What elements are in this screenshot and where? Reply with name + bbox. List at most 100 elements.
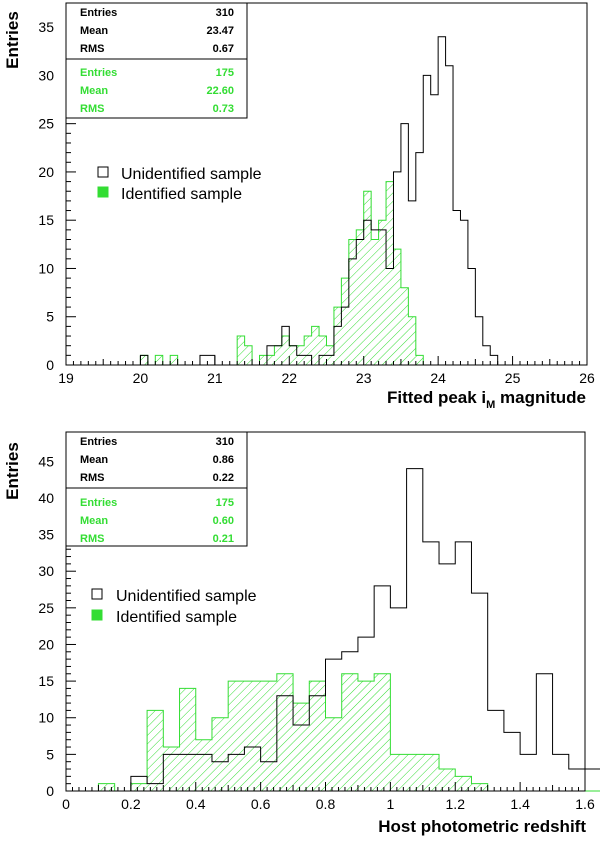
histogram-bin [504,732,520,791]
histogram-bin [393,172,400,365]
x-tick-label: 1.6 [575,796,595,812]
histogram-bin [297,355,304,365]
redshift-histogram-panel: 0 0.2 0.4 0.6 0.8 1 1.2 1.4 1.6 0 5 10 15 20 25 30 35 40 4… [3,431,600,836]
y-tick-label: 5 [46,746,54,762]
histogram-bin [569,769,585,791]
x-tick-label: 21 [207,370,223,386]
stats-rms-label: RMS [80,533,104,545]
histogram-bin [333,307,342,365]
legend-marker-unidentified [91,588,103,600]
x-tick-label: 0.4 [186,796,206,812]
x-tick-label: 24 [430,370,446,386]
histogram-bin [140,355,147,365]
y-tick-label: 15 [38,673,54,689]
histogram-bin [341,307,348,365]
histogram-bin [386,181,394,365]
legend-marker-identified [97,186,109,198]
histogram-bin [259,355,267,365]
stats-entries-value: 310 [216,436,234,448]
histogram-bin [374,586,390,791]
histogram-bin [319,355,326,365]
stats-entries-value: 310 [216,7,234,19]
histogram-bin [140,355,148,365]
histogram-bin [309,681,326,791]
legend-label-identified: Identified sample [121,186,242,203]
histogram-bin [261,762,277,791]
stats-rms-value: 0.67 [213,43,234,55]
histogram-bin [455,542,471,791]
y-tick-label: 30 [38,563,54,579]
histogram-bin [277,696,293,791]
histogram-bin [400,287,409,365]
histogram-bin [282,326,289,365]
histogram-bin [431,95,438,365]
legend: Unidentified sample Identified sample [91,588,257,626]
histogram-bin [342,652,358,791]
stats-mean-label: Mean [80,515,108,527]
x-tick-label: 20 [133,370,149,386]
histogram-bin [378,220,387,365]
y-tick-label: 35 [38,527,54,543]
y-axis-title: Entries [3,442,22,500]
histogram-bin [357,681,375,791]
histogram-bin [196,754,212,791]
stats-box-identified: Entries 175 Mean 22.60 RMS 0.73 [65,58,248,119]
histogram-bin [212,762,228,791]
histogram-bin [267,346,274,365]
stats-mean-value: 22.60 [206,85,234,97]
legend-label-unidentified: Unidentified sample [116,588,257,605]
histogram-bin [309,696,325,791]
histogram-bin [460,220,467,365]
y-tick-label: 25 [38,116,54,132]
histogram-bin [98,783,115,791]
histogram-bin [163,754,179,791]
histogram-bin [536,674,552,791]
histogram-bin [341,278,349,365]
y-tick-label: 20 [38,164,54,180]
y-tick-label: 5 [46,309,54,325]
histogram-bin [408,201,415,365]
histogram-bin [371,230,378,365]
y-tick-label: 30 [38,67,54,83]
stats-mean-label: Mean [80,25,108,37]
histogram-bin [293,725,309,791]
y-tick-label: 35 [38,19,54,35]
histogram-bin [438,37,445,365]
y-tick-label: 20 [38,636,54,652]
legend-label-identified: Identified sample [116,609,237,626]
y-tick-label: 25 [38,600,54,616]
stats-rms-label: RMS [80,43,104,55]
stats-mean-label: Mean [80,454,108,466]
histogram-bin [407,469,423,791]
histogram-bin [244,747,260,791]
histogram-bin [147,784,163,791]
y-axis-title: Entries [3,11,22,69]
histogram-bin [390,754,407,791]
histogram-bin [327,355,334,365]
stats-entries-label: Entries [80,436,117,448]
histogram-bin [439,564,455,791]
histogram-bin [130,783,148,791]
histogram-bin [446,66,453,365]
histogram-bin [439,769,456,791]
histogram-bin [289,346,296,365]
histogram-bin [237,336,245,365]
stats-box-unidentified: Entries 310 Mean 0.86 RMS 0.22 [65,431,248,489]
stats-mean-value: 0.86 [213,454,234,466]
magnitude-histogram-panel: 19 20 21 22 23 24 25 26 0 5 10 15 20 25 30 35 Entries F… [3,2,595,411]
histogram-bin [147,710,164,791]
histogram-bin [356,240,363,365]
histogram-bin [371,239,379,365]
histogram-bin [319,336,327,365]
legend-label-unidentified: Unidentified sample [121,166,262,183]
stats-box-identified: Entries 175 Mean 0.60 RMS 0.21 [65,487,248,547]
histogram-bin [468,268,475,365]
stats-mean-label: Mean [80,85,108,97]
stats-rms-value: 0.21 [213,533,234,545]
histogram-bin [401,124,408,365]
histogram-bin [406,754,423,791]
x-tick-label: 25 [505,370,521,386]
histogram-bin [304,355,311,365]
histogram-bin [585,769,600,791]
